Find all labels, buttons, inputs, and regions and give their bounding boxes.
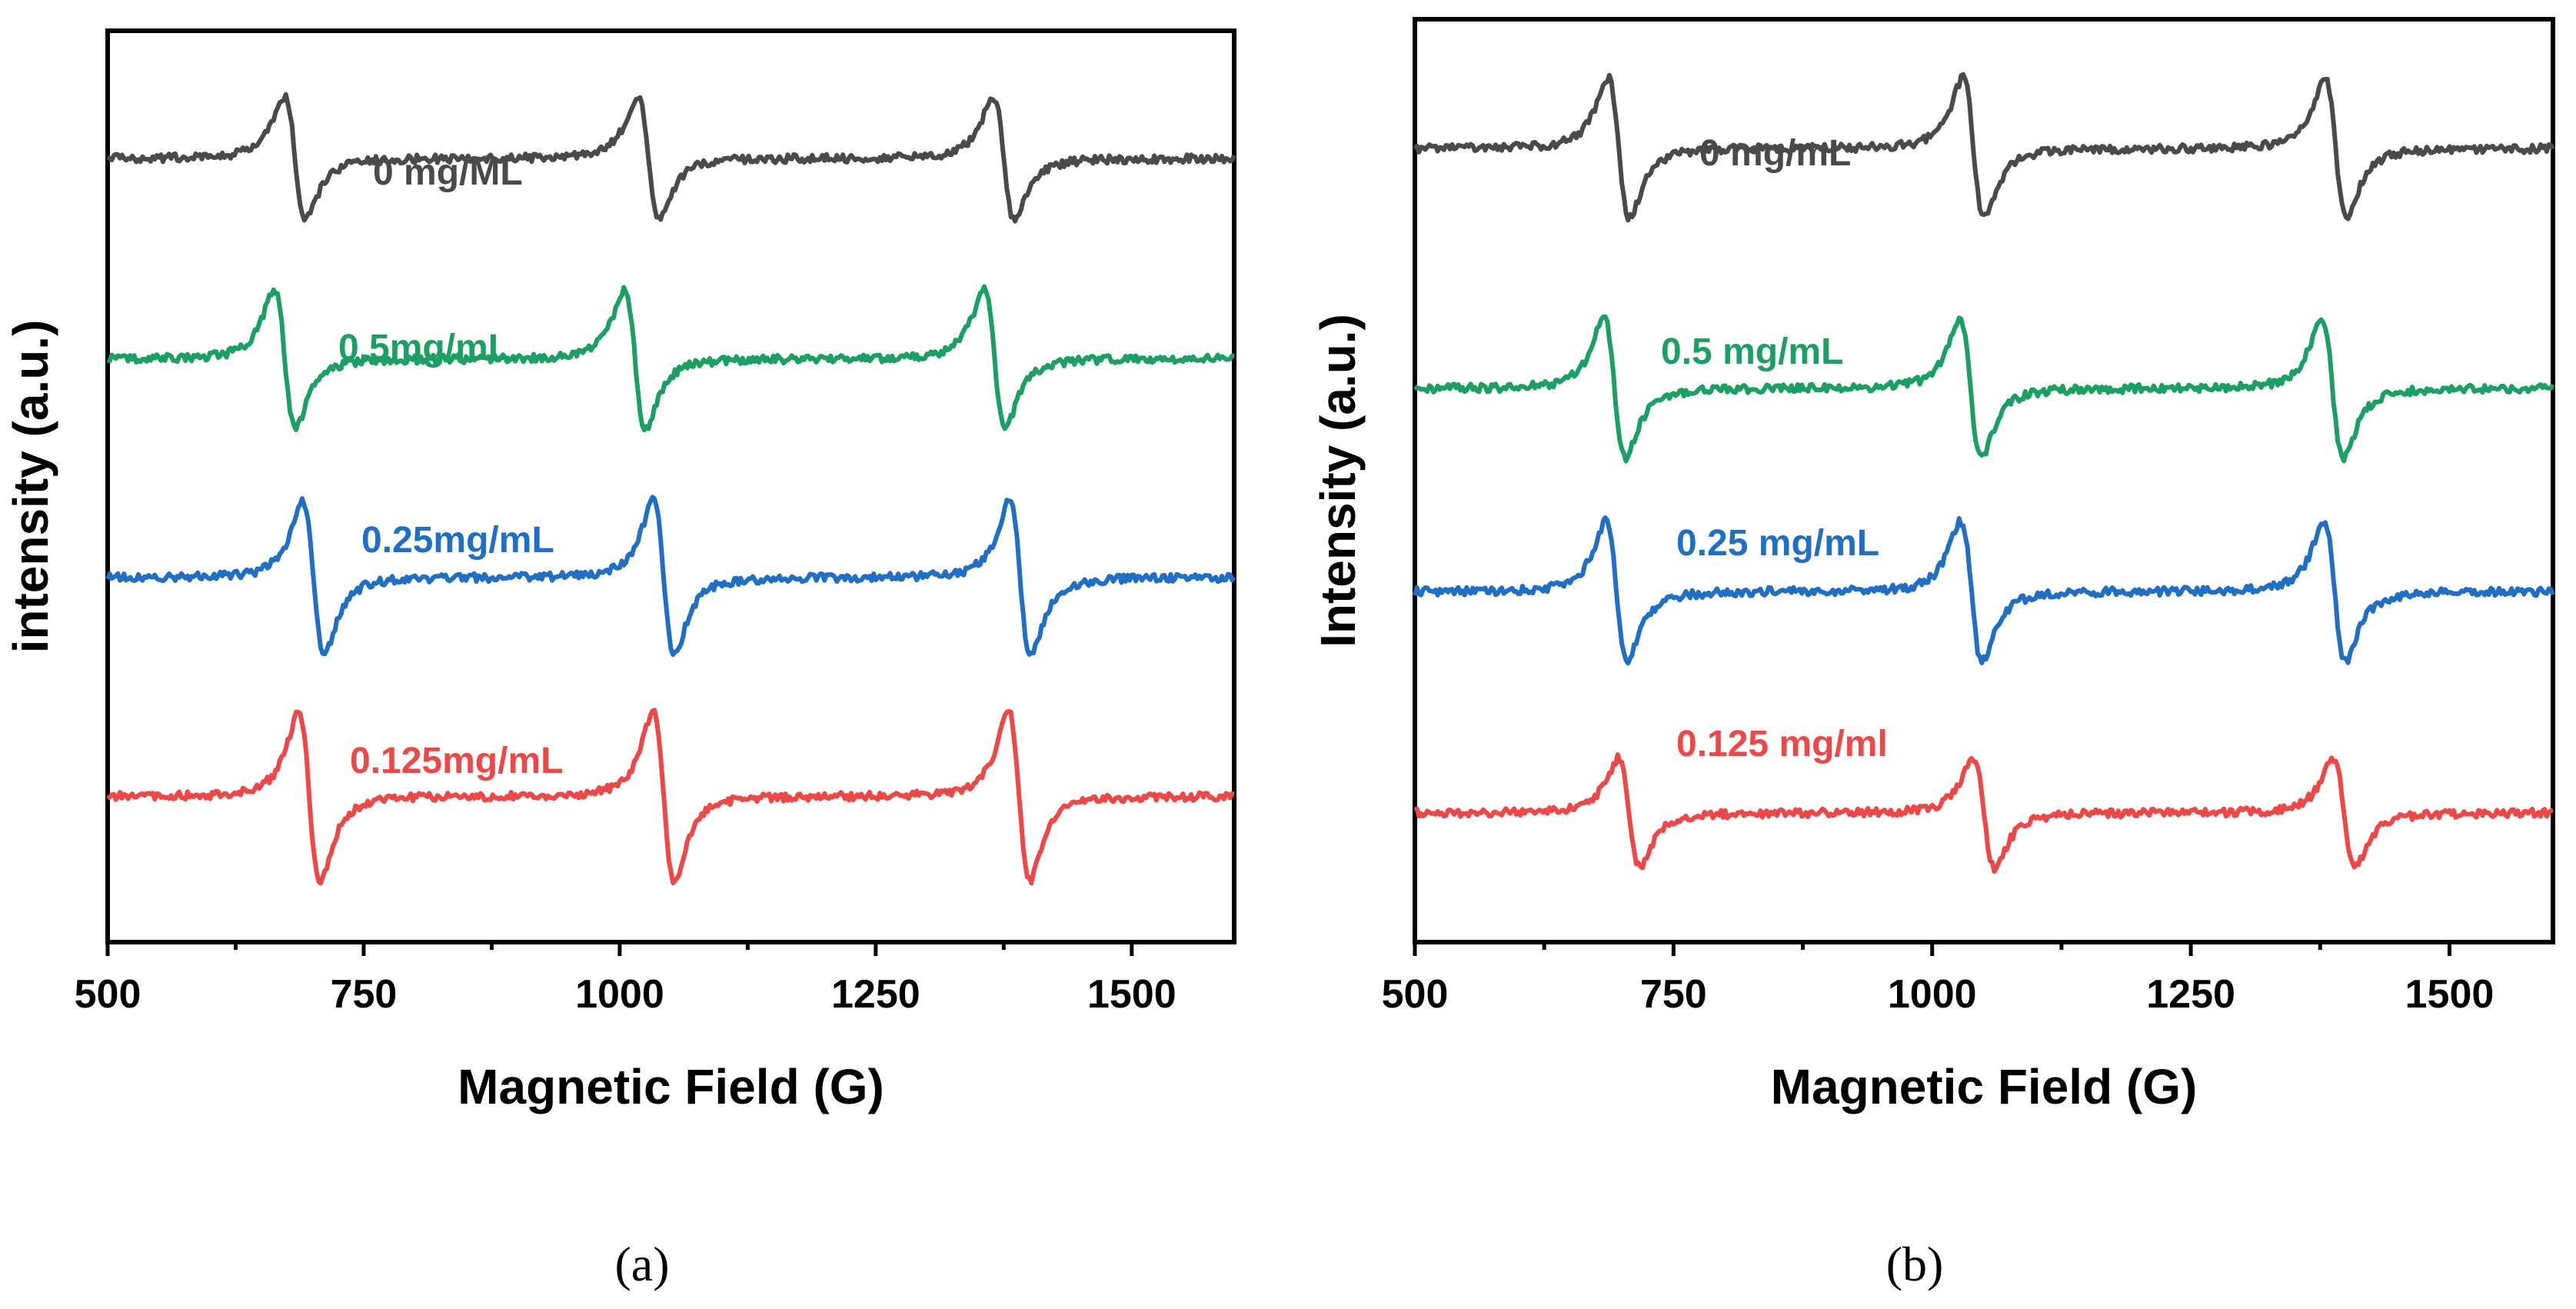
x-tick-label: 750 bbox=[1640, 972, 1707, 1017]
panel-caption: (b) bbox=[1886, 1237, 1944, 1291]
x-tick-label: 500 bbox=[1382, 972, 1449, 1017]
series-line bbox=[105, 495, 1236, 658]
series-label: 0.125 mg/ml bbox=[1676, 724, 1888, 764]
panel-b: 500 750 1000 1250 1500 Magnetic Field (G) Inte… bbox=[1310, 17, 2555, 1291]
series-label: 0 mg/mL bbox=[1699, 133, 1851, 174]
series-line bbox=[106, 92, 1236, 224]
series-line bbox=[1413, 314, 2555, 464]
x-tick-label: 1000 bbox=[575, 972, 664, 1017]
series-label: 0.25mg/mL bbox=[361, 520, 554, 561]
series-line bbox=[1413, 752, 2554, 874]
series-label: 0.125mg/mL bbox=[350, 741, 563, 781]
series-label: 0.5 mg/mL bbox=[1661, 331, 1843, 372]
series-label: 0 mg/ML bbox=[373, 152, 523, 193]
x-tick-label: 1250 bbox=[2146, 972, 2235, 1017]
series-label: 0.5mg/mL bbox=[338, 328, 511, 368]
panel-a: 500 750 1000 1250 1500 Magnetic Field (G) inte… bbox=[3, 28, 1236, 1291]
x-axis-title: Magnetic Field (G) bbox=[1771, 1059, 2198, 1114]
series-label: 0.25 mg/mL bbox=[1676, 523, 1879, 564]
series-line bbox=[106, 708, 1235, 886]
panel-caption: (a) bbox=[614, 1237, 669, 1291]
x-tick-label: 1500 bbox=[1087, 972, 1177, 1017]
plot-frame bbox=[1413, 17, 2555, 944]
x-axis-title: Magnetic Field (G) bbox=[458, 1059, 884, 1114]
x-tick-label: 1500 bbox=[2405, 972, 2494, 1017]
y-axis-title: intensity (a.u.) bbox=[3, 320, 58, 654]
x-tick-label: 1250 bbox=[831, 972, 920, 1017]
series-line bbox=[1413, 72, 2555, 223]
y-axis-title: Intensity (a.u.) bbox=[1310, 314, 1366, 648]
series-line bbox=[106, 284, 1235, 433]
x-tick-label: 750 bbox=[331, 972, 398, 1017]
plot-frame bbox=[105, 28, 1236, 944]
x-tick-label: 500 bbox=[75, 972, 141, 1017]
x-tick-label: 1000 bbox=[1888, 972, 1977, 1017]
series-line bbox=[1413, 515, 2555, 666]
